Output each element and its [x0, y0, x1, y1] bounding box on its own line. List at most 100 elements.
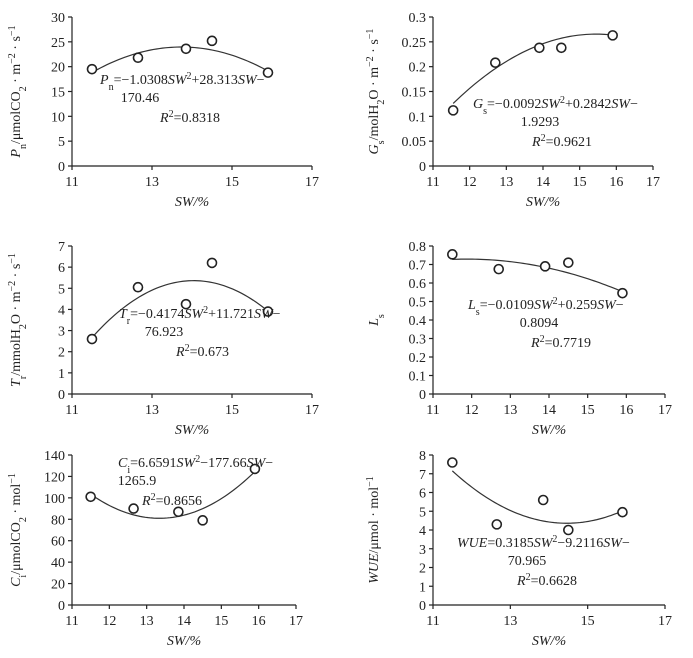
equation-sub: i — [127, 465, 130, 476]
equation-var: C — [118, 456, 128, 471]
data-point — [447, 105, 459, 116]
x-tick-label: 13 — [140, 614, 154, 629]
equation-var: WUE — [457, 536, 488, 551]
fit-equation: Tr=−0.4174SW2+11.721SW− — [119, 305, 281, 327]
fit-curve — [451, 470, 623, 524]
y-axis-label-part: 2 — [18, 324, 29, 329]
fit-curve — [90, 471, 256, 519]
y-tick-label: 0 — [58, 160, 65, 175]
y-tick-label: 7 — [58, 240, 65, 255]
y-tick-label: 0.8 — [409, 240, 427, 255]
y-tick-label: 140 — [44, 449, 65, 464]
r-squared: R2=0.8656 — [141, 492, 202, 510]
equation-var: SW — [611, 97, 631, 112]
equation-coef-b: +28.313 — [192, 73, 238, 88]
r-squared-value: =0.9621 — [546, 135, 592, 150]
y-axis-label: Ci/μmolCO2 · mol−1 — [7, 473, 29, 587]
y-axis-label-part: C — [9, 577, 24, 587]
y-axis-label-part: r — [18, 375, 29, 379]
equation-var: SW — [184, 307, 204, 322]
x-tick-label: 11 — [426, 403, 439, 418]
equation-var: SW — [168, 73, 188, 88]
y-axis-label: Pn/μmolCO2 · m−2 · s−1 — [7, 25, 29, 158]
y-tick-label: 20 — [51, 578, 65, 593]
y-axis-label-part: · m — [9, 64, 24, 87]
x-tick-label: 12 — [102, 614, 116, 629]
y-tick-label: 0 — [419, 599, 426, 614]
r-squared-value: =0.8656 — [156, 494, 202, 509]
x-tick-label: 17 — [305, 175, 319, 190]
equation-sub: n — [109, 82, 114, 93]
y-axis-label-part: 2 — [18, 517, 29, 522]
equation-minus: − — [265, 456, 273, 471]
data-point — [128, 503, 139, 514]
equation-var: G — [473, 97, 483, 112]
x-tick-label: 15 — [581, 614, 595, 629]
y-axis-label-part: −1 — [7, 473, 18, 484]
x-tick-label: 17 — [658, 403, 672, 418]
y-tick-label: 80 — [51, 513, 65, 528]
y-axis-label-part: G — [367, 144, 382, 154]
equation-sub: r — [127, 316, 131, 327]
y-axis-label-part: −1 — [7, 25, 18, 36]
equation-var: SW — [534, 536, 554, 551]
equation-coef-a: =6.6591 — [130, 456, 176, 471]
equation-exp: 2 — [203, 305, 208, 316]
y-tick-label: 5 — [419, 505, 426, 520]
y-tick-label: 0.25 — [402, 36, 427, 51]
equation-coef-b: −177.66 — [200, 456, 246, 471]
data-point — [534, 42, 545, 54]
equation-minus: − — [630, 97, 638, 112]
equation-coef-a: =−0.0109 — [480, 298, 534, 313]
x-tick-label: 16 — [619, 403, 633, 418]
x-tick-label: 11 — [65, 175, 78, 190]
equation-var: SW — [541, 97, 561, 112]
y-tick-label: 7 — [419, 468, 426, 483]
y-tick-label: 1 — [419, 580, 426, 595]
y-axis-label-part: L — [367, 318, 382, 327]
data-point — [249, 463, 261, 475]
x-tick-label: 13 — [499, 175, 513, 190]
y-tick-label: 0.4 — [409, 314, 427, 329]
y-tick-label: 25 — [51, 36, 65, 51]
data-point — [617, 506, 628, 518]
equation-coef-a: =−0.4174 — [130, 307, 184, 322]
y-tick-label: 4 — [58, 303, 65, 318]
x-tick-label: 15 — [214, 614, 228, 629]
equation-var: SW — [254, 307, 274, 322]
data-point — [491, 519, 503, 530]
equation-coef-b: −9.2116 — [557, 536, 603, 551]
x-tick-label: 13 — [503, 614, 517, 629]
y-tick-label: 2 — [58, 346, 65, 361]
r-squared-value: =0.8318 — [174, 111, 220, 126]
fit-equation-constant: 0.8094 — [520, 316, 559, 331]
x-axis-label: SW/% — [532, 634, 566, 649]
equation-var: SW — [177, 456, 197, 471]
r-squared-symbol: R — [531, 135, 541, 150]
x-tick-label: 14 — [536, 175, 550, 190]
data-point — [86, 333, 98, 345]
equation-coef-b: +11.721 — [208, 307, 254, 322]
y-axis-label-part: 2 — [18, 86, 29, 91]
y-tick-label: 120 — [44, 470, 65, 485]
fit-equation: Pn=−1.0308SW2+28.313SW− — [99, 71, 265, 93]
fit-equation: Ci=6.6591SW2−177.66SW− — [118, 454, 273, 476]
x-tick-label: 14 — [177, 614, 191, 629]
y-tick-label: 1 — [58, 367, 65, 382]
y-tick-label: 0.7 — [409, 259, 427, 274]
y-tick-label: 0.3 — [409, 333, 427, 348]
equation-coef-b: +0.259 — [558, 298, 597, 313]
x-tick-label: 11 — [65, 614, 78, 629]
r-squared-symbol: R — [530, 336, 540, 351]
equation-exp: 2 — [195, 454, 200, 465]
y-axis-label-part: /μmol · mol — [367, 487, 382, 554]
x-tick-label: 15 — [573, 175, 587, 190]
y-axis-label-part: −2 — [365, 56, 376, 67]
r-squared: R2=0.673 — [175, 343, 229, 361]
data-point — [563, 524, 574, 536]
equation-minus: − — [273, 307, 281, 322]
data-point — [197, 515, 208, 526]
data-point — [539, 261, 551, 272]
x-tick-label: 13 — [503, 403, 517, 418]
